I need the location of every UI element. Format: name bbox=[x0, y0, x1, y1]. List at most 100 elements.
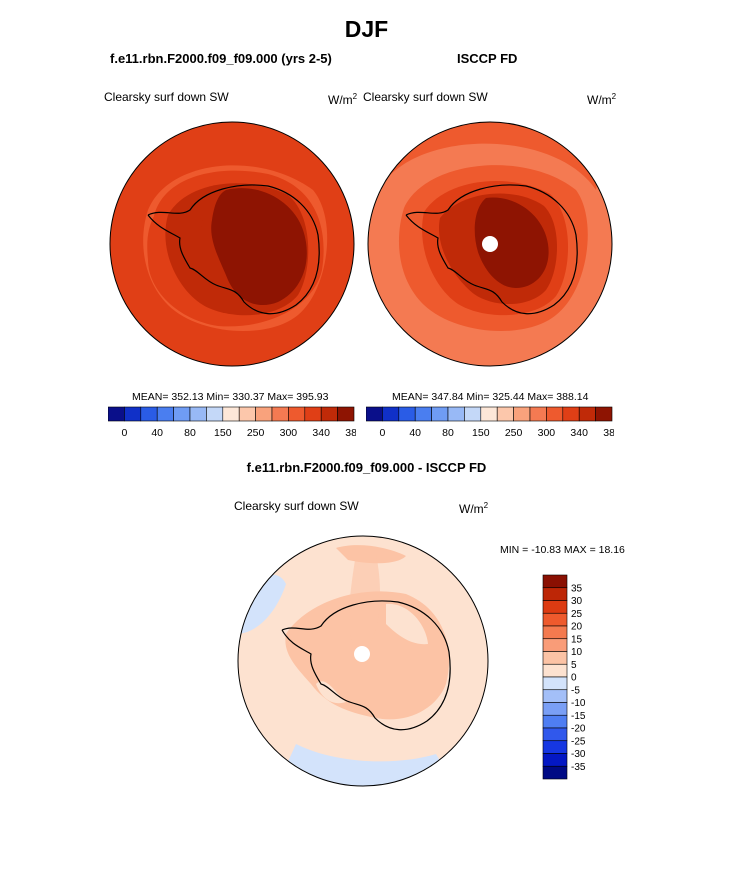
model-colorbar-swatch bbox=[337, 406, 355, 422]
obs-colorbar-swatch bbox=[480, 406, 498, 422]
obs-units-label: W/m2 bbox=[587, 92, 616, 107]
model-variable-label: Clearsky surf down SW bbox=[104, 90, 229, 104]
obs-colorbar-swatch bbox=[513, 406, 531, 422]
diff-colorbar-tick-label: 10 bbox=[571, 647, 583, 658]
obs-colorbar-swatch bbox=[431, 406, 449, 422]
page-title: DJF bbox=[344, 16, 389, 42]
diff-colorbar-tick-label: -10 bbox=[571, 698, 586, 709]
model-colorbar-swatch bbox=[304, 406, 322, 422]
obs-colorbar-tick-label: 340 bbox=[570, 427, 588, 439]
model-colorbar-swatch bbox=[140, 406, 158, 422]
model-colorbar-swatch bbox=[238, 406, 256, 422]
model-colorbar-tick-label: 250 bbox=[247, 427, 265, 439]
obs-colorbar-swatch bbox=[529, 406, 547, 422]
diff-colorbar-swatch bbox=[542, 600, 568, 614]
diff-colorbar-swatch bbox=[542, 625, 568, 640]
obs-colorbar-swatch bbox=[546, 406, 564, 422]
diff-colorbar-swatch bbox=[542, 765, 568, 780]
diff-stats: MIN = -10.83 MAX = 18.16 bbox=[500, 544, 625, 556]
obs-variable-label: Clearsky surf down SW bbox=[363, 90, 488, 104]
model-colorbar-tick-label: 380 bbox=[345, 427, 356, 439]
obs-colorbar-swatch bbox=[382, 406, 400, 422]
diff-colorbar-swatch bbox=[542, 702, 568, 716]
diff-colorbar-tick-label: -20 bbox=[571, 724, 586, 735]
model-units: W/m bbox=[328, 93, 353, 107]
model-colorbar-tick-label: 0 bbox=[121, 427, 127, 439]
diff-colorbar-tick-label: -15 bbox=[571, 711, 586, 722]
diff-colorbar-tick-label: -30 bbox=[571, 749, 586, 760]
obs-colorbar-swatch bbox=[595, 406, 613, 422]
diff-colorbar-swatch bbox=[542, 638, 568, 652]
diff-units-sup: 2 bbox=[483, 501, 489, 510]
model-colorbar-tick-label: 340 bbox=[312, 427, 330, 439]
model-colorbar-swatch bbox=[189, 406, 207, 422]
obs-colorbar-swatch bbox=[398, 406, 416, 422]
model-units-sup: 2 bbox=[352, 92, 358, 101]
diff-colorbar-tick-label: 20 bbox=[571, 622, 583, 633]
model-colorbar-swatch bbox=[255, 406, 273, 422]
obs-units-sup: 2 bbox=[611, 92, 617, 101]
model-colorbar-swatch bbox=[320, 406, 338, 422]
diff-colorbar-swatch bbox=[542, 651, 568, 665]
obs-colorbar-swatch bbox=[414, 406, 432, 422]
obs-colorbar-tick-label: 80 bbox=[442, 427, 454, 439]
diff-colorbar-swatch bbox=[542, 689, 568, 703]
obs-colorbar-tick-label: 40 bbox=[409, 427, 421, 439]
obs-units: W/m bbox=[587, 93, 612, 107]
obs-colorbar-tick-label: 150 bbox=[472, 427, 490, 439]
diff-colorbar-swatch bbox=[542, 740, 568, 754]
diff-pole-hole bbox=[354, 646, 370, 662]
model-colorbar-tick-label: 40 bbox=[151, 427, 163, 439]
model-colorbar-swatch bbox=[288, 406, 306, 422]
diff-colorbar-swatch bbox=[542, 714, 568, 729]
diff-colorbar-swatch bbox=[542, 574, 568, 589]
model-colorbar-swatch bbox=[108, 406, 125, 422]
obs-colorbar-swatch bbox=[496, 406, 514, 422]
diff-colorbar-swatch bbox=[542, 587, 568, 601]
diff-units: W/m bbox=[459, 502, 484, 516]
model-polar-map bbox=[109, 121, 355, 367]
model-colorbar-tick-label: 80 bbox=[184, 427, 196, 439]
diff-colorbar-swatch bbox=[542, 663, 568, 678]
model-colorbar: 0 40 80 150 250 300 340 380 bbox=[108, 406, 356, 439]
diff-colorbar-tick-label: 35 bbox=[571, 583, 583, 594]
model-colorbar-swatch bbox=[222, 406, 240, 422]
obs-colorbar-tick-label: 300 bbox=[538, 427, 556, 439]
model-stats: MEAN= 352.13 Min= 330.37 Max= 395.93 bbox=[132, 391, 329, 403]
diff-colorbar-tick-label: 30 bbox=[571, 596, 583, 607]
obs-polar-map bbox=[367, 121, 613, 367]
diff-polar-map bbox=[237, 535, 489, 787]
obs-colorbar-swatch bbox=[464, 406, 482, 422]
diff-colorbar-swatch bbox=[542, 727, 568, 742]
obs-colorbar: 0 40 80 150 250 300 340 380 bbox=[366, 406, 614, 439]
obs-colorbar-swatch bbox=[578, 406, 596, 422]
obs-colorbar-swatch bbox=[447, 406, 465, 422]
model-colorbar-swatch bbox=[206, 406, 224, 422]
model-colorbar-swatch bbox=[156, 406, 174, 422]
diff-units-label: W/m2 bbox=[459, 501, 488, 516]
pole-hole bbox=[482, 236, 498, 252]
obs-stats: MEAN= 347.84 Min= 325.44 Max= 388.14 bbox=[392, 391, 589, 403]
diff-colorbar-swatch bbox=[542, 753, 568, 767]
model-colorbar-swatch bbox=[173, 406, 191, 422]
obs-colorbar-tick-label: 0 bbox=[379, 427, 385, 439]
diff-colorbar-tick-label: -35 bbox=[571, 762, 586, 773]
diff-colorbar-tick-label: 25 bbox=[571, 609, 583, 620]
obs-panel-header: ISCCP FD bbox=[457, 51, 518, 66]
model-colorbar-tick-label: 150 bbox=[214, 427, 232, 439]
model-colorbar-tick-label: 300 bbox=[280, 427, 298, 439]
diff-panel-header: f.e11.rbn.F2000.f09_f09.000 - ISCCP FD bbox=[246, 460, 487, 475]
diff-colorbar-swatch bbox=[542, 612, 568, 627]
diff-colorbar-tick-label: -25 bbox=[571, 736, 586, 747]
diff-colorbar-swatch bbox=[542, 676, 568, 691]
diff-variable-label: Clearsky surf down SW bbox=[234, 499, 359, 513]
model-panel-header: f.e11.rbn.F2000.f09_f09.000 (yrs 2-5) bbox=[110, 51, 332, 66]
obs-colorbar-swatch bbox=[562, 406, 580, 422]
obs-colorbar-swatch bbox=[366, 406, 383, 422]
model-colorbar-swatch bbox=[271, 406, 289, 422]
diff-colorbar-tick-label: 5 bbox=[571, 660, 577, 671]
model-colorbar-swatch bbox=[124, 406, 142, 422]
diff-colorbar-tick-label: -5 bbox=[571, 685, 580, 696]
diff-colorbar-tick-label: 15 bbox=[571, 634, 583, 645]
